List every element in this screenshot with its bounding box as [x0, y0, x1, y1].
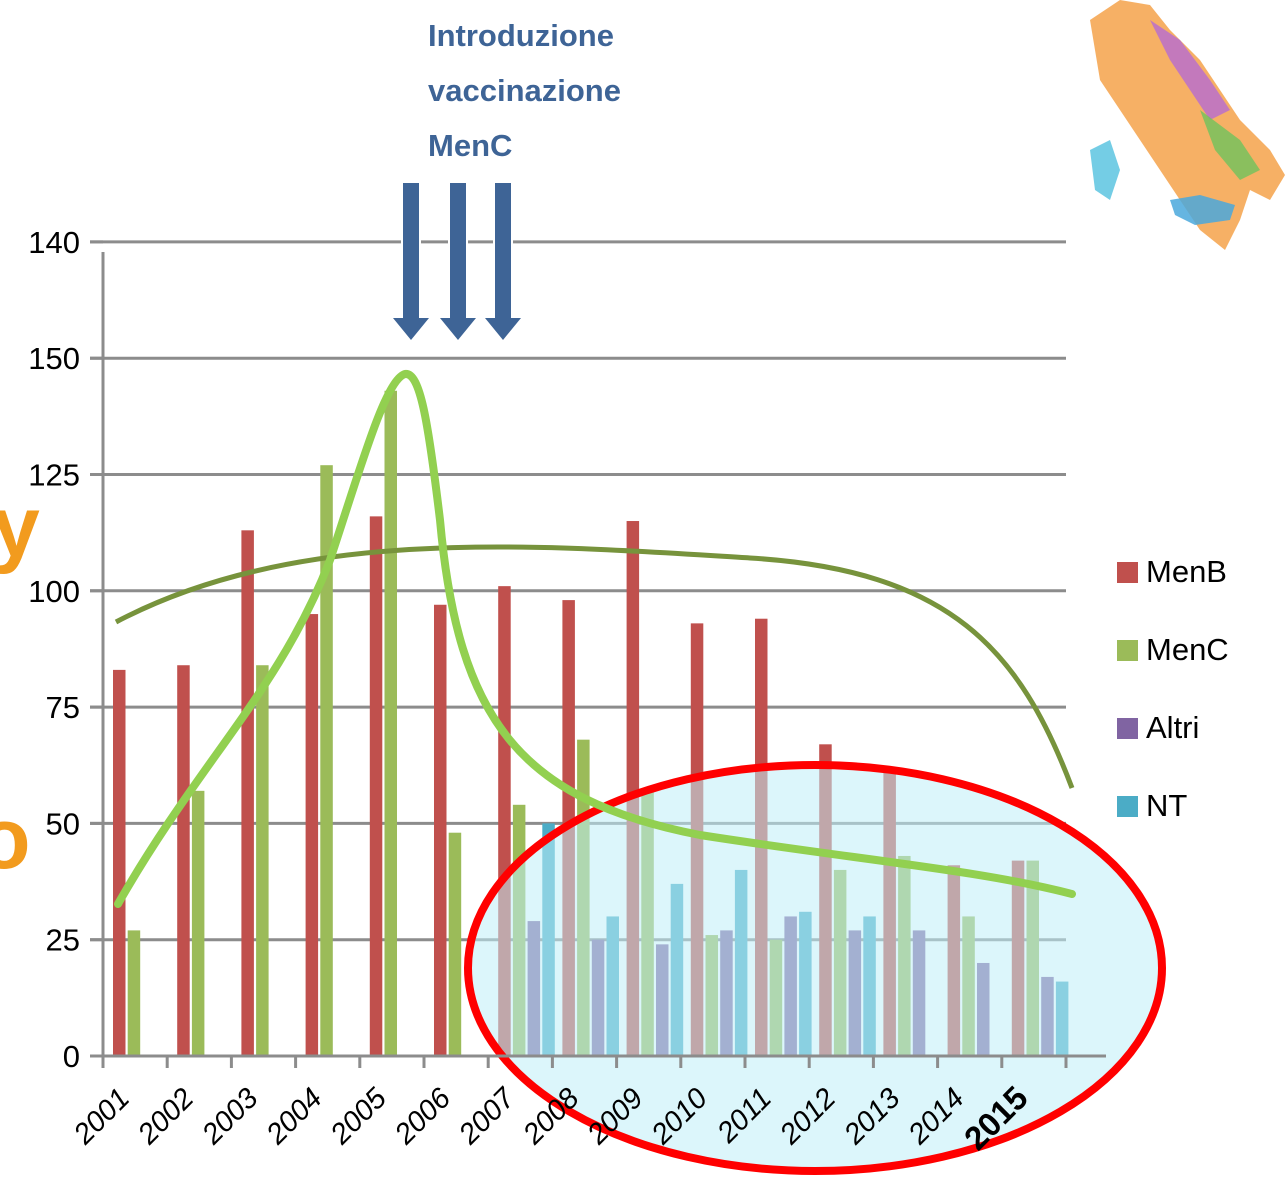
arrow-head-icon [440, 318, 476, 340]
x-tick-label: 2001 [67, 1082, 136, 1151]
x-tick-label: 2007 [452, 1081, 522, 1151]
bar-menc-2004 [320, 465, 333, 1056]
arrow-down-icon [493, 181, 513, 323]
annotation-line: MenC [428, 128, 513, 163]
highlight-ellipse-fill [468, 765, 1162, 1171]
x-tick-label: 2005 [324, 1082, 394, 1152]
bar-menb-2005 [369, 516, 383, 1056]
legend-label-menc: MenC [1146, 632, 1229, 667]
annotation-line: vaccinazione [428, 73, 621, 108]
cutoff-letter: y [0, 479, 40, 575]
legend-label-menb: MenB [1146, 554, 1227, 589]
legend-swatch-menb [1117, 562, 1138, 583]
y-tick-label: 25 [46, 923, 80, 958]
arrow-head-icon [393, 318, 429, 340]
bar-menc-2002 [191, 790, 205, 1056]
bar-menc-2003 [256, 665, 269, 1056]
y-tick-label: 125 [28, 458, 80, 493]
y-tick-label: 50 [46, 806, 80, 841]
cutoff-letter: o [0, 791, 31, 887]
bar-menc-2006 [448, 832, 462, 1056]
x-axis [101, 1054, 1106, 1068]
bar-menb-2004 [305, 614, 319, 1056]
legend-label-nt: NT [1146, 788, 1187, 823]
x-tick-label: 2003 [195, 1082, 264, 1151]
x-tick-label: 2004 [260, 1082, 329, 1151]
legend-swatch-nt [1117, 796, 1138, 817]
arrow-head-icon [485, 318, 521, 340]
trend-curve-menb [114, 544, 1075, 789]
bar-menb-2002 [177, 665, 190, 1056]
x-tick-label: 2006 [388, 1082, 458, 1152]
y-tick-label: 100 [28, 574, 80, 609]
bar-menb-2001 [113, 669, 126, 1056]
vaccination-arrows [393, 181, 521, 340]
legend-swatch-menc [1117, 640, 1138, 661]
bar-menc-2001 [127, 930, 141, 1056]
trend-curves [114, 370, 1076, 908]
y-tick-label: 150 [28, 341, 80, 376]
y-axis-ticks: 0 25 50 75 100 125 150 140 [28, 225, 80, 1074]
bar-menb-2003 [241, 530, 254, 1056]
y-tick-label: 75 [46, 690, 80, 725]
legend-swatch-altri [1117, 718, 1138, 739]
legend-label-altri: Altri [1146, 710, 1199, 745]
y-tick-label: 0 [63, 1039, 80, 1074]
italy-map-icon [1090, 0, 1285, 250]
arrow-down-icon [448, 181, 468, 323]
legend: MenB MenC Altri NT [1117, 554, 1229, 823]
y-tick-label: 140 [28, 225, 80, 260]
annotation-line: Introduzione [428, 18, 614, 53]
bar-menb-2006 [434, 604, 447, 1056]
highlight-ellipse [464, 761, 1166, 1175]
vaccination-annotation: Introduzione vaccinazione MenC [428, 8, 621, 173]
bar-menc-2005 [384, 390, 397, 1056]
trend-curve-menc [114, 370, 1076, 908]
highlight-ellipse-outline [464, 761, 1166, 1175]
arrow-down-icon [401, 181, 421, 323]
x-tick-label: 2002 [131, 1082, 200, 1151]
